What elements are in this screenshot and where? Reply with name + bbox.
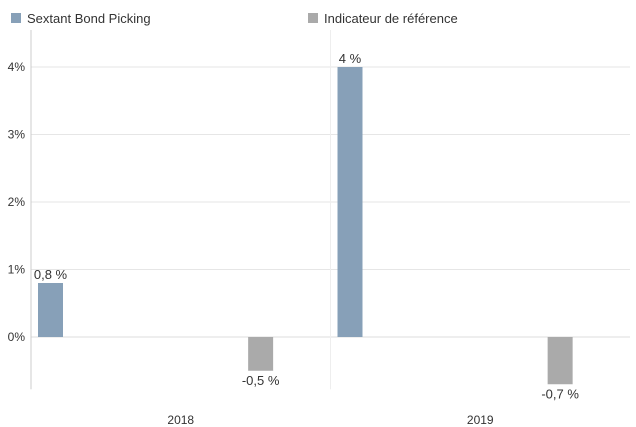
y-tick-label: 2% <box>8 195 26 209</box>
y-tick-label: 4% <box>8 60 26 74</box>
data-label-series-2-2019: -0,7 % <box>541 386 579 401</box>
data-labels: 0,8 % 4 % -0,5 % -0,7 % <box>34 51 579 401</box>
x-tick-label-2018: 2018 <box>167 413 194 427</box>
y-tick-label: 3% <box>8 128 26 142</box>
bar-series-1-2018[interactable] <box>38 283 63 337</box>
bar-series-2-2018[interactable] <box>248 337 273 371</box>
data-label-series-1-2018: 0,8 % <box>34 267 68 282</box>
bar-series-1-2019[interactable] <box>338 67 363 337</box>
data-label-series-2-2018: -0,5 % <box>242 373 280 388</box>
data-label-series-1-2019: 4 % <box>339 51 362 66</box>
y-tick-label: 1% <box>8 263 26 277</box>
x-tick-label-2019: 2019 <box>467 413 494 427</box>
bar-series-2-2019[interactable] <box>548 337 573 384</box>
grid-lines <box>31 30 630 389</box>
y-tick-label: 0% <box>8 330 26 344</box>
